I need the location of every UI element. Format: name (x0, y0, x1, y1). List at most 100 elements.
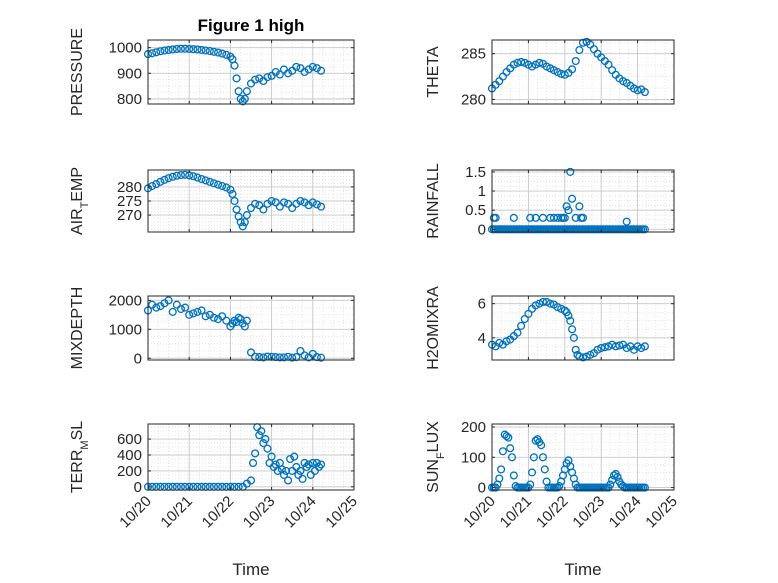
data-point (611, 342, 620, 351)
data-point (292, 62, 301, 71)
y-axis-label: MIXDEPTH (69, 287, 86, 370)
y-tick-label: 0 (134, 479, 142, 496)
data-point (172, 300, 181, 309)
data-point (296, 466, 305, 475)
data-point (205, 177, 214, 186)
y-tick-label: 0.5 (465, 202, 486, 219)
data-point (506, 444, 515, 453)
axes-box (147, 39, 355, 105)
subplot-1: 800 900 1000 PRESSURE (69, 28, 355, 116)
data-point (286, 454, 295, 464)
data-point (218, 312, 227, 321)
data-point (571, 56, 580, 66)
data-point (152, 303, 161, 312)
data-point (597, 343, 606, 353)
data-point (640, 483, 649, 492)
y-axis-label-rest: EMP (69, 167, 86, 202)
data-point (240, 218, 249, 227)
y-axis-label: H2OMIXRA (425, 286, 442, 370)
data-point (176, 44, 186, 53)
y-axis-label: TERRMSL (69, 421, 91, 493)
y-tick-label: 1000 (109, 321, 142, 338)
data-point (568, 325, 577, 334)
data-point (538, 453, 548, 462)
data-point (164, 174, 173, 183)
data-point (308, 62, 317, 71)
data-point (314, 462, 324, 471)
data-point (302, 462, 311, 471)
data-point (234, 87, 243, 96)
data-point (290, 452, 299, 461)
data-point (232, 205, 241, 214)
y-axis-label-main: AIR (69, 208, 86, 235)
data-point (606, 480, 615, 489)
data-point (507, 453, 517, 462)
y-tick-label: 280 (117, 179, 142, 196)
data-point (275, 353, 284, 362)
y-tick-label: 200 (117, 463, 142, 480)
data-point (600, 343, 609, 352)
data-point (226, 185, 235, 194)
y-tick-label: 0 (134, 350, 142, 367)
data-point (168, 45, 177, 54)
data-point (546, 299, 555, 308)
data-point (640, 225, 649, 234)
data-point (176, 171, 186, 180)
y-tick-label: 280 (461, 91, 486, 108)
data-point (304, 460, 313, 469)
data-point (279, 470, 289, 479)
data-point (495, 474, 504, 483)
data-point (222, 50, 231, 59)
data-point (284, 69, 293, 78)
data-point (176, 304, 186, 314)
data-point (312, 200, 321, 209)
data-point (261, 435, 270, 444)
data-point (242, 211, 251, 220)
data-point (316, 66, 326, 75)
figure-title: Figure 1 high (198, 16, 305, 35)
data-point (279, 198, 289, 207)
data-point (564, 311, 573, 320)
data-point (517, 57, 526, 66)
data-point (238, 222, 247, 231)
y-tick-label: 1000 (109, 40, 142, 57)
data-point (249, 458, 258, 468)
data-point (511, 482, 520, 491)
data-point (517, 321, 526, 330)
data-point (300, 351, 309, 360)
axes-box (147, 423, 355, 491)
y-tick-label: 275 (117, 193, 142, 210)
y-axis-label-subscript: F (435, 452, 447, 459)
data-point (172, 44, 181, 54)
y-tick-label: 600 (117, 431, 142, 448)
data-point (164, 45, 173, 55)
data-point (242, 87, 251, 96)
data-point (246, 476, 256, 485)
y-tick-label: 6 (478, 296, 486, 313)
y-axis-label: THETA (425, 46, 442, 98)
data-point (209, 179, 218, 188)
data-point (185, 310, 194, 319)
data-point (538, 297, 548, 307)
axes-box (491, 295, 675, 361)
data-point (236, 218, 245, 227)
data-point (251, 199, 260, 208)
data-point (257, 427, 266, 436)
subplot-8: 0100200SUNFLUX10/2010/2110/2210/2310/241… (425, 419, 681, 579)
data-point (509, 213, 518, 222)
data-point (633, 86, 642, 95)
y-tick-label: 100 (461, 449, 486, 466)
data-point (509, 471, 518, 480)
data-point (622, 217, 631, 226)
data-point (263, 444, 272, 453)
y-tick-label: 0 (478, 480, 486, 497)
data-point (566, 167, 575, 176)
data-point (502, 432, 511, 441)
data-point (255, 74, 264, 83)
data-point (316, 353, 326, 362)
y-axis-label: SUNFLUX (425, 421, 447, 493)
data-point (168, 307, 177, 316)
